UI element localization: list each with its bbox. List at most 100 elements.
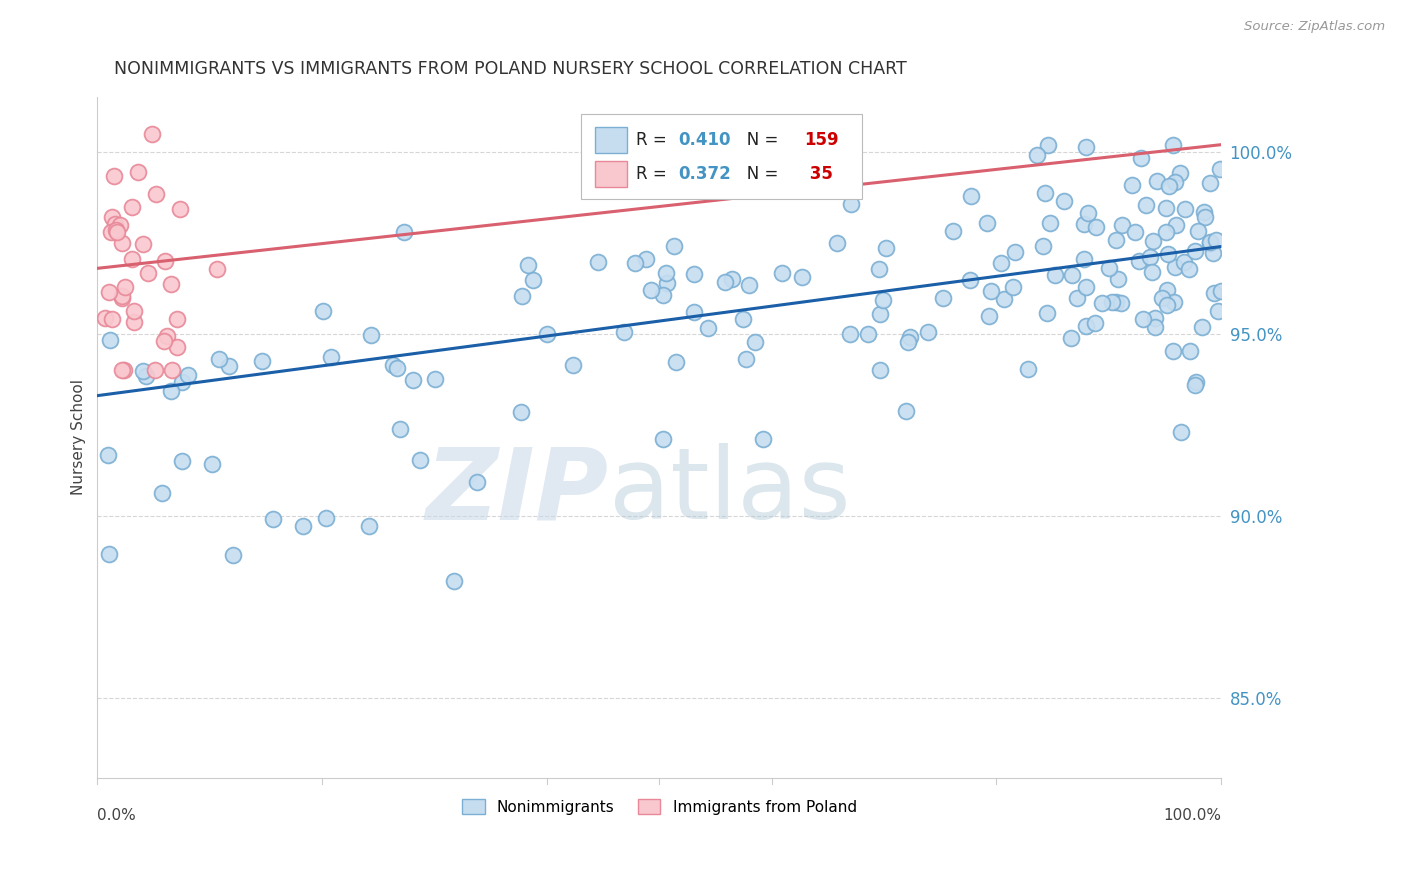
Point <box>169 202 191 216</box>
Point <box>624 256 647 270</box>
Text: N =: N = <box>731 131 785 149</box>
Point <box>720 272 742 286</box>
Point <box>402 373 425 387</box>
Point <box>105 225 128 239</box>
Point <box>1073 218 1095 232</box>
Point <box>112 363 135 377</box>
Point <box>1085 219 1108 234</box>
Point <box>218 359 240 373</box>
FancyBboxPatch shape <box>595 161 627 187</box>
Point <box>640 283 662 297</box>
Point <box>98 547 121 561</box>
Point <box>166 312 188 326</box>
Point <box>150 486 173 500</box>
Point <box>1001 279 1024 293</box>
Point <box>1163 260 1185 274</box>
Point <box>1135 198 1157 212</box>
Point <box>1191 320 1213 334</box>
Point <box>993 293 1015 307</box>
Point <box>409 453 432 467</box>
Point <box>1206 303 1229 318</box>
Text: 159: 159 <box>804 131 839 149</box>
Point <box>1156 247 1178 261</box>
Point <box>108 218 131 232</box>
Point <box>536 327 558 342</box>
Point <box>1173 255 1195 269</box>
Point <box>136 266 159 280</box>
Point <box>1074 280 1097 294</box>
Point <box>510 289 533 303</box>
Point <box>636 252 658 266</box>
Legend: Nonimmigrants, Immigrants from Poland: Nonimmigrants, Immigrants from Poland <box>456 793 863 821</box>
Point <box>315 511 337 525</box>
Point <box>1157 178 1180 193</box>
Point <box>665 355 688 369</box>
Point <box>714 275 737 289</box>
Point <box>100 225 122 239</box>
Point <box>1105 295 1128 310</box>
Point <box>100 210 122 224</box>
Point <box>1199 176 1222 190</box>
Text: 35: 35 <box>804 165 834 183</box>
Point <box>103 169 125 183</box>
Point <box>825 236 848 251</box>
Point <box>1209 284 1232 298</box>
Text: 0.0%: 0.0% <box>97 808 136 823</box>
Point <box>141 127 163 141</box>
Point <box>1121 178 1143 192</box>
Point <box>153 254 176 268</box>
Text: R =: R = <box>636 131 672 149</box>
Text: R =: R = <box>636 165 672 183</box>
Point <box>1144 320 1167 334</box>
Point <box>735 352 758 367</box>
Point <box>1076 140 1098 154</box>
Text: 0.372: 0.372 <box>679 165 731 183</box>
Point <box>942 224 965 238</box>
Point <box>561 359 583 373</box>
Point <box>101 312 124 326</box>
Point <box>1170 425 1192 439</box>
Point <box>1130 151 1153 165</box>
Point <box>1156 298 1178 312</box>
Point <box>111 291 134 305</box>
Point <box>389 422 412 436</box>
Point <box>1073 252 1095 267</box>
Point <box>111 288 134 302</box>
Point <box>360 328 382 343</box>
Point <box>977 310 1000 324</box>
Text: ZIP: ZIP <box>426 443 609 541</box>
Point <box>1101 294 1123 309</box>
Point <box>357 519 380 533</box>
Point <box>696 321 718 335</box>
Point <box>153 334 176 348</box>
Point <box>655 277 678 291</box>
Point <box>127 165 149 179</box>
Point <box>682 305 704 319</box>
Point <box>869 363 891 377</box>
Point <box>1143 310 1166 325</box>
Point <box>738 278 761 293</box>
Point <box>1146 173 1168 187</box>
Point <box>111 363 134 377</box>
Point <box>1187 224 1209 238</box>
Point <box>121 200 143 214</box>
Point <box>156 329 179 343</box>
Point <box>869 308 891 322</box>
FancyBboxPatch shape <box>595 127 627 153</box>
Point <box>1107 272 1129 286</box>
Point <box>683 267 706 281</box>
Point <box>98 285 121 300</box>
Point <box>872 293 894 307</box>
Point <box>652 288 675 302</box>
Point <box>662 238 685 252</box>
Point <box>1004 244 1026 259</box>
Point <box>516 258 538 272</box>
Point <box>208 352 231 367</box>
Point <box>1198 235 1220 250</box>
Point <box>201 457 224 471</box>
Y-axis label: Nursery School: Nursery School <box>72 379 86 495</box>
Point <box>868 262 890 277</box>
Point <box>1184 378 1206 392</box>
Point <box>1098 261 1121 276</box>
Point <box>319 350 342 364</box>
